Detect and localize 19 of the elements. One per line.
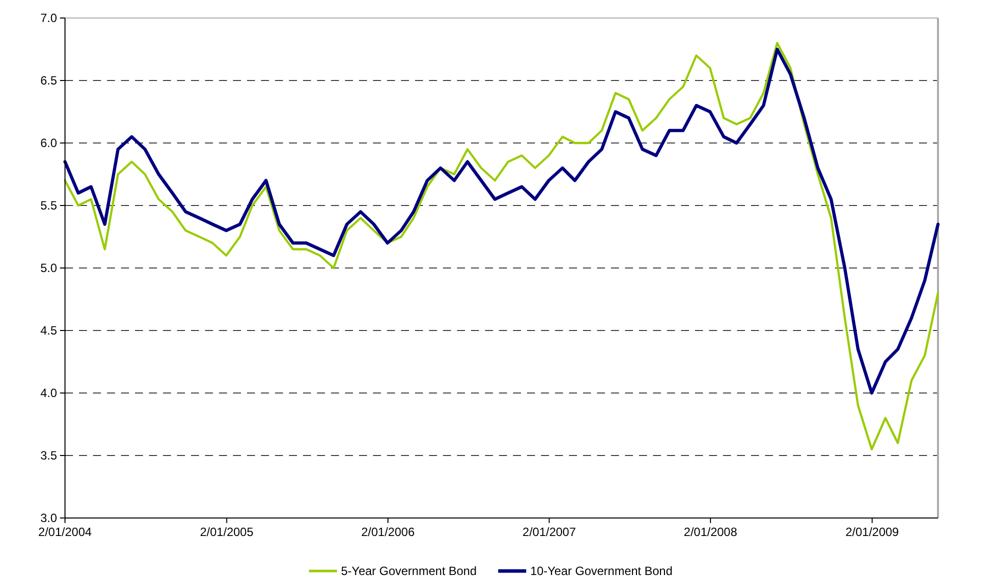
y-tick-label: 4.0 [40, 386, 58, 400]
x-tick-label: 2/01/2007 [522, 525, 576, 539]
y-tick-label: 6.0 [40, 136, 58, 150]
legend-label: 5-Year Government Bond [341, 564, 477, 578]
y-tick-label: 6.5 [40, 74, 58, 88]
x-tick-label: 2/01/2005 [200, 525, 254, 539]
y-tick-label: 5.5 [40, 198, 58, 213]
line-series [63, 48, 940, 395]
y-tick-label: 5.0 [40, 261, 58, 276]
y-tick-label: 7.0 [40, 11, 58, 26]
y-tick-label: 3.0 [40, 511, 58, 526]
x-tick-label: 2/01/2008 [684, 525, 738, 539]
x-tick-label: 2/01/2006 [361, 525, 415, 539]
y-tick-label: 3.5 [40, 448, 58, 463]
legend-label: 10-Year Government Bond [530, 564, 673, 578]
x-tick-label: 2/01/2004 [38, 525, 92, 539]
x-tick-label: 2/01/2009 [845, 525, 900, 539]
line-series [64, 42, 940, 450]
y-tick-label: 4.5 [40, 324, 58, 338]
